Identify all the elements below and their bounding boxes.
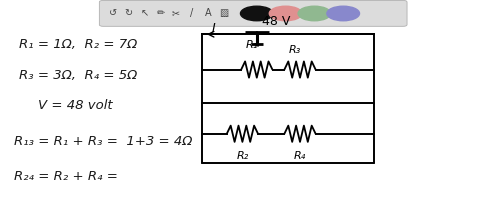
Text: R₃ = 3Ω,  R₄ = 5Ω: R₃ = 3Ω, R₄ = 5Ω bbox=[19, 70, 137, 82]
Text: R₄: R₄ bbox=[294, 151, 306, 161]
Circle shape bbox=[240, 6, 273, 21]
Text: I: I bbox=[212, 22, 216, 35]
Text: R₁ = 1Ω,  R₂ = 7Ω: R₁ = 1Ω, R₂ = 7Ω bbox=[19, 39, 137, 51]
Circle shape bbox=[298, 6, 331, 21]
Text: ↺: ↺ bbox=[109, 9, 117, 18]
Circle shape bbox=[269, 6, 302, 21]
FancyBboxPatch shape bbox=[99, 0, 407, 26]
Text: A: A bbox=[204, 9, 211, 18]
Text: 48 V: 48 V bbox=[262, 15, 290, 28]
Circle shape bbox=[327, 6, 360, 21]
Text: ✏: ✏ bbox=[156, 9, 164, 18]
Text: R₃: R₃ bbox=[289, 45, 301, 55]
Text: V = 48 volt: V = 48 volt bbox=[38, 100, 113, 112]
Text: ✂: ✂ bbox=[172, 9, 180, 18]
Text: R₁₃ = R₁ + R₃ =  1+3 = 4Ω: R₁₃ = R₁ + R₃ = 1+3 = 4Ω bbox=[14, 135, 193, 148]
Text: R₁: R₁ bbox=[246, 40, 258, 50]
Text: ↖: ↖ bbox=[141, 9, 148, 18]
Text: R₂: R₂ bbox=[236, 151, 249, 161]
Text: ▨: ▨ bbox=[219, 9, 228, 18]
Text: R₂₄ = R₂ + R₄ =: R₂₄ = R₂ + R₄ = bbox=[14, 170, 118, 183]
Text: /: / bbox=[191, 9, 193, 18]
Text: ↻: ↻ bbox=[125, 9, 132, 18]
